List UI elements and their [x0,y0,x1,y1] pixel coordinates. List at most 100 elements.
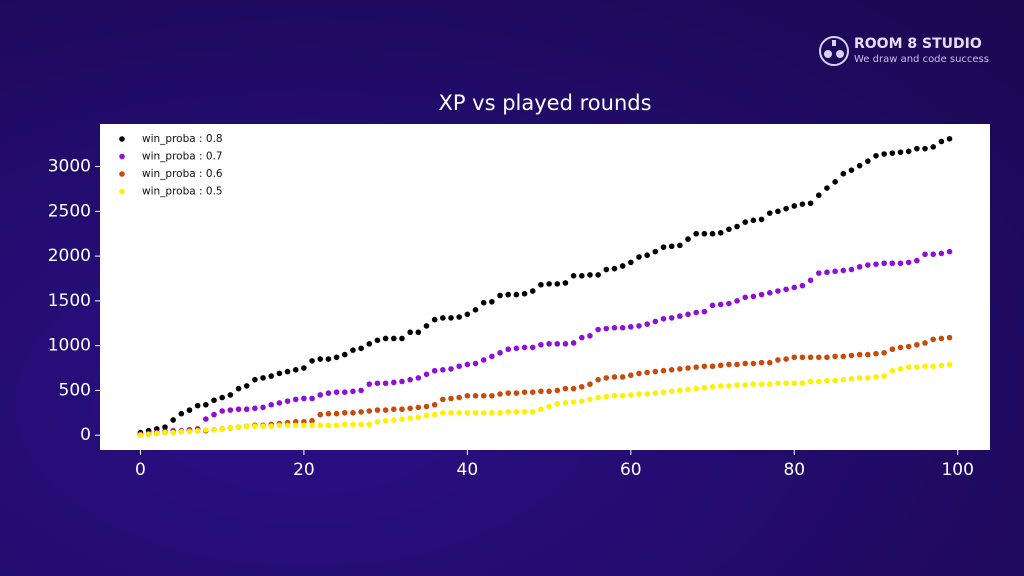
point [292,367,299,373]
point [619,374,626,380]
point [775,288,781,294]
point [456,409,462,416]
point [652,248,659,255]
point [938,335,945,342]
point [946,334,953,341]
point [726,226,732,233]
point [513,409,520,415]
point [750,360,757,367]
point [211,397,217,404]
point [758,291,765,298]
point [775,357,781,363]
point [840,376,847,383]
point [382,335,389,342]
point [350,388,356,395]
point [930,251,937,258]
point [889,260,896,267]
point [341,389,348,396]
legend-label: win_proba : 0.6 [142,168,223,180]
point [374,380,381,387]
point [440,396,446,403]
point [832,268,838,275]
point [652,390,659,396]
point [578,384,585,390]
point [570,385,577,392]
point [554,281,561,287]
point [513,345,520,352]
point [897,366,904,372]
point [284,422,291,429]
point [644,321,650,327]
point [309,395,315,402]
point [325,390,332,396]
point [595,326,601,333]
point [186,407,193,413]
legend-label: win_proba : 0.7 [142,151,223,163]
point [701,363,708,370]
point [374,418,381,425]
point [366,381,373,387]
point [252,405,258,412]
point [677,387,683,394]
point [333,354,340,361]
point [268,401,275,408]
point [464,361,471,368]
point [865,262,871,268]
point [489,298,495,305]
point [554,401,561,407]
x-tick-label: 0 [135,460,146,480]
point [742,294,749,301]
point [578,398,585,404]
point [750,217,757,224]
x-tick-label: 20 [293,460,315,480]
point [325,356,332,362]
point [415,414,422,421]
point [562,385,569,392]
y-tick-label: 1500 [48,291,91,311]
point [783,356,789,362]
point [775,380,781,387]
point [832,377,838,384]
point [946,361,953,368]
point [243,406,250,413]
point [513,390,520,396]
point [448,395,454,402]
point [382,380,389,387]
point [448,409,454,416]
point [628,392,634,398]
point [897,149,904,156]
point [456,363,462,370]
point [799,380,806,387]
point [358,345,364,352]
point [472,360,479,367]
point [415,329,422,336]
point [554,387,561,394]
point [865,158,871,165]
point [456,314,462,320]
point [734,382,740,388]
y-tick-label: 500 [59,380,91,400]
point [341,351,348,358]
point [897,260,904,267]
point [881,350,887,356]
point [815,378,822,385]
brand-name: ROOM 8 STUDIO [854,36,982,52]
point [333,389,340,396]
point [431,401,438,408]
point [914,257,920,264]
x-tick-label: 80 [783,460,805,480]
point [766,359,773,366]
point [742,382,749,388]
point [881,373,887,379]
point [505,409,512,415]
point [317,356,324,362]
point [538,388,544,395]
point [717,383,724,389]
point [219,426,225,432]
point [333,410,340,417]
point [341,421,348,428]
point [611,324,618,331]
point [317,411,324,418]
y-tick-label: 2000 [48,246,91,266]
point [252,376,258,383]
